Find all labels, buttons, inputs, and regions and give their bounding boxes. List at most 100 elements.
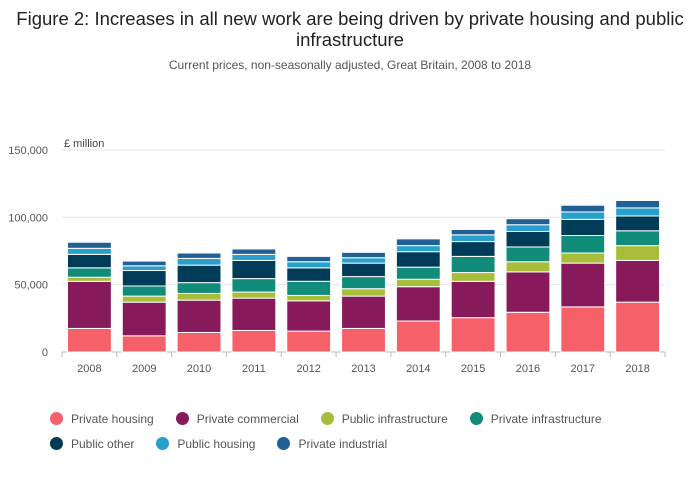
bar-segment-2016-3[interactable] xyxy=(505,246,551,263)
bar-segment-2015-2[interactable] xyxy=(450,272,496,282)
bar-segment-2017-4[interactable] xyxy=(560,218,606,237)
bar-segment-2011-6[interactable] xyxy=(231,248,277,255)
bar-segment-2014-1[interactable] xyxy=(395,286,441,322)
legend-swatch-icon xyxy=(469,412,483,425)
bar-segment-2012-5[interactable] xyxy=(286,261,332,269)
legend-item[interactable]: Public other xyxy=(50,437,134,451)
bar-segment-2017-0[interactable] xyxy=(560,306,606,353)
bar-segment-2013-4[interactable] xyxy=(341,262,386,278)
bar-segment-2018-3[interactable] xyxy=(615,230,661,247)
bar-segment-2011-1[interactable] xyxy=(231,297,277,331)
bar-segment-2016-4[interactable] xyxy=(505,230,551,248)
bar-segment-2018-6[interactable] xyxy=(615,200,661,209)
bar-segment-2010-5[interactable] xyxy=(176,257,222,266)
bar-segment-2016-6[interactable] xyxy=(505,218,551,226)
bar-segment-2016-0[interactable] xyxy=(505,311,551,353)
bar-segment-2014-4[interactable] xyxy=(395,251,441,268)
bar-segment-2017-1[interactable] xyxy=(560,262,606,308)
bar-segment-2017-5[interactable] xyxy=(560,211,606,220)
bar-segment-2009-4[interactable] xyxy=(121,270,167,287)
bar-segment-2011-3[interactable] xyxy=(231,278,277,293)
bar-segment-2015-6[interactable] xyxy=(450,228,496,236)
bar-segment-2012-0[interactable] xyxy=(286,330,332,353)
bar-segment-2008-6[interactable] xyxy=(66,241,112,249)
bar-segment-2011-2[interactable] xyxy=(231,291,277,299)
bar-segment-2015-1[interactable] xyxy=(450,280,496,319)
bar-segment-2017-2[interactable] xyxy=(560,252,606,264)
legend-label: Private industrial xyxy=(298,436,388,451)
bar-segment-2014-0[interactable] xyxy=(395,320,441,353)
bar-segment-2017-3[interactable] xyxy=(560,235,606,254)
bar-segment-2013-2[interactable] xyxy=(341,288,386,297)
legend-row: Private housing Private commercial Public … xyxy=(50,406,670,431)
legend-item[interactable]: Public housing xyxy=(156,437,255,451)
legend-item[interactable]: Public infrastructure xyxy=(320,412,448,426)
bar-segment-2013-1[interactable] xyxy=(341,295,386,329)
bar-segment-2008-2[interactable] xyxy=(66,276,112,282)
x-tick-label: 2017 xyxy=(571,363,595,375)
bar-segment-2010-4[interactable] xyxy=(176,264,222,284)
bar-segment-2015-3[interactable] xyxy=(450,255,496,274)
bar-segment-2014-6[interactable] xyxy=(395,238,441,247)
bar-segment-2014-5[interactable] xyxy=(395,245,441,253)
bar-segment-2008-5[interactable] xyxy=(66,247,112,255)
bar-segment-2008-1[interactable] xyxy=(66,280,112,329)
x-tick-label: 2011 xyxy=(242,363,266,375)
bar-segment-2010-6[interactable] xyxy=(176,252,222,259)
bar-segment-2010-3[interactable] xyxy=(176,282,222,294)
x-tick-label: 2009 xyxy=(132,363,156,375)
x-tick-label: 2016 xyxy=(516,363,540,375)
bar-segment-2014-2[interactable] xyxy=(395,278,441,288)
legend-label: Public housing xyxy=(177,436,256,451)
legend-swatch-icon xyxy=(156,437,170,450)
legend-item[interactable]: Private housing xyxy=(50,412,154,426)
legend-item[interactable]: Private industrial xyxy=(277,437,387,451)
bar-segment-2016-1[interactable] xyxy=(505,271,551,313)
bar-segment-2010-1[interactable] xyxy=(176,299,222,333)
bar-segment-2018-5[interactable] xyxy=(615,207,661,217)
legend-item[interactable]: Private commercial xyxy=(175,411,299,426)
bar-segment-2018-2[interactable] xyxy=(615,245,661,261)
bar-segment-2013-0[interactable] xyxy=(341,327,386,353)
bar-segment-2012-1[interactable] xyxy=(286,300,332,332)
x-tick-label: 2018 xyxy=(625,363,649,375)
bar-segment-2010-0[interactable] xyxy=(176,331,222,353)
bar-segment-2018-0[interactable] xyxy=(615,301,661,353)
legend-item[interactable]: Private infrastructure xyxy=(469,412,602,426)
bar-segment-2011-5[interactable] xyxy=(231,253,277,261)
bar-segment-2008-3[interactable] xyxy=(66,267,112,278)
bar-segment-2009-5[interactable] xyxy=(121,265,167,272)
bar-segment-2013-6[interactable] xyxy=(341,251,386,259)
bar-segment-2010-2[interactable] xyxy=(176,292,222,301)
bar-segment-2011-4[interactable] xyxy=(231,259,277,280)
bar-segment-2015-0[interactable] xyxy=(450,317,496,353)
bar-segment-2015-5[interactable] xyxy=(450,234,496,243)
bar-segment-2009-1[interactable] xyxy=(121,301,167,337)
legend-label: Private commercial xyxy=(196,411,299,426)
legend-swatch-icon xyxy=(320,412,334,425)
bar-segment-2015-4[interactable] xyxy=(450,241,496,257)
bar-segment-2018-4[interactable] xyxy=(615,215,661,232)
bar-segment-2016-5[interactable] xyxy=(505,224,551,232)
bar-segment-2011-0[interactable] xyxy=(231,329,277,353)
y-tick-label: 100,000 xyxy=(8,212,48,224)
bar-segment-2013-5[interactable] xyxy=(341,257,386,264)
bar-segment-2012-3[interactable] xyxy=(286,280,332,296)
bar-segment-2009-6[interactable] xyxy=(121,260,167,267)
x-tick-label: 2012 xyxy=(296,363,320,375)
bar-segment-2012-2[interactable] xyxy=(286,294,332,302)
bar-segment-2012-4[interactable] xyxy=(286,267,332,282)
legend-swatch-icon xyxy=(175,412,189,425)
bar-segment-2009-0[interactable] xyxy=(121,335,167,353)
bar-segment-2009-3[interactable] xyxy=(121,285,167,297)
bar-segment-2008-0[interactable] xyxy=(66,327,112,353)
bar-segment-2014-3[interactable] xyxy=(395,266,441,280)
bar-segment-2009-2[interactable] xyxy=(121,295,167,303)
bar-segment-2017-6[interactable] xyxy=(560,204,606,213)
bar-segment-2013-3[interactable] xyxy=(341,276,386,290)
x-tick-label: 2015 xyxy=(461,363,485,375)
bar-segment-2012-6[interactable] xyxy=(286,255,332,263)
bar-segment-2008-4[interactable] xyxy=(66,253,112,269)
bar-segment-2018-1[interactable] xyxy=(615,259,661,303)
bar-segment-2016-2[interactable] xyxy=(505,261,551,273)
